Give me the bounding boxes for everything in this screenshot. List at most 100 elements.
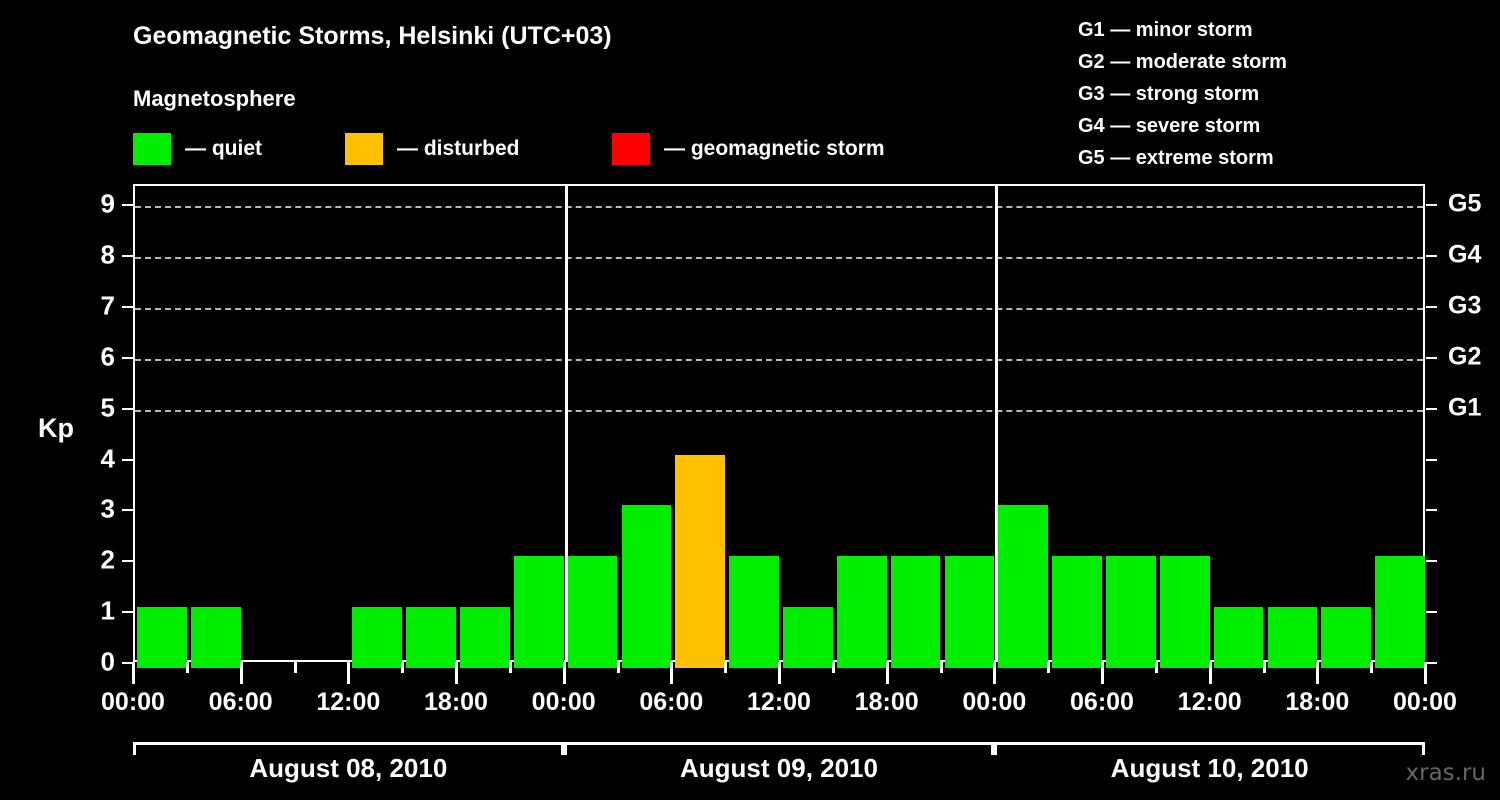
g-axis-tick-7 [1426,306,1437,309]
g-legend-row-g2: G2 — moderate storm [1078,51,1287,73]
y-tick-label-0: 0 [100,646,115,677]
bar [1267,607,1318,668]
x-axis-ticks [132,662,1427,688]
gridline-kp-9 [135,206,1423,209]
y-tick-mark-7 [122,306,133,309]
x-tick-label: 00:00 [101,688,165,716]
y-tick-mark-3 [122,509,133,512]
x-tick-label: 12:00 [316,688,381,716]
y-tick-mark-5 [122,407,133,410]
g-legend-row-g4: G4 — severe storm [1078,115,1261,137]
x-tick-minor [508,662,512,673]
x-tick-label: 00:00 [1393,688,1457,716]
bar [137,607,187,668]
legend-label-disturbed: — disturbed [397,137,520,160]
y-tick-mark-8 [122,255,133,258]
bar [729,556,779,668]
bar [836,556,887,668]
x-tick-minor [401,662,405,673]
legend-item-quiet: — quiet [133,133,262,165]
x-tick-major [993,662,997,684]
date-bracket [563,742,995,755]
bar [890,556,941,668]
x-tick-minor [939,662,943,673]
y-tick-label-1: 1 [100,595,115,626]
y-tick-mark-2 [122,560,133,563]
x-tick-label: 12:00 [1177,688,1242,716]
bar [1052,556,1102,668]
x-tick-minor [1154,662,1158,673]
gridline-kp-5 [135,409,1423,412]
legend-swatch-quiet [133,133,171,165]
bar [352,607,403,668]
g-axis-tick-3 [1426,509,1437,512]
g-axis-tick-4 [1426,458,1437,461]
x-tick-minor [724,662,728,673]
y-tick-label-6: 6 [100,341,115,372]
g-axis-tick-8 [1426,255,1437,258]
y-tick-mark-9 [122,204,133,207]
y-tick-label-9: 9 [100,188,115,219]
y-axis-title: Kp [38,413,74,443]
x-tick-major [778,662,781,684]
y-tick-mark-1 [122,611,133,614]
bar [190,607,241,668]
legend-label-quiet: — quiet [185,137,262,160]
x-tick-major [1316,662,1320,684]
y-tick-label-7: 7 [100,290,115,321]
x-tick-label: 00:00 [531,688,596,716]
g-axis-tick-6 [1426,356,1437,359]
date-label: August 09, 2010 [680,753,878,783]
bar [513,556,564,668]
bar [1213,607,1264,668]
x-tick-label: 18:00 [1285,688,1350,716]
g-axis-label-g1: G1 [1448,393,1482,422]
x-tick-label: 12:00 [747,688,811,716]
bar [406,607,456,668]
g-axis-label-g5: G5 [1448,189,1482,218]
g-axis-label-g2: G2 [1448,342,1482,371]
y-tick-label-2: 2 [100,544,115,575]
x-tick-label: 06:00 [1070,688,1134,716]
bar [460,607,510,668]
y-tick-label-5: 5 [100,392,115,423]
bar [1106,556,1156,668]
legend-item-disturbed: — disturbed [345,133,520,165]
x-tick-label: 06:00 [208,688,273,716]
bar [675,454,726,668]
g-axis-tick-2 [1426,560,1437,563]
y-tick-label-3: 3 [100,493,115,524]
bar [567,556,618,668]
bar [998,505,1049,668]
x-tick-major [1208,662,1212,684]
x-tick-major [239,662,243,684]
legend-swatch-geomagnetic-storm [612,133,650,165]
bar [1321,607,1372,668]
day-separator [564,184,568,662]
x-tick-major [1424,662,1427,684]
x-tick-minor [831,662,835,673]
y-tick-mark-6 [122,356,133,359]
date-bracket [133,742,564,755]
x-tick-major [1101,662,1104,684]
x-tick-minor [1370,662,1374,673]
x-tick-label: 18:00 [854,688,919,716]
date-bracket [994,742,1425,755]
g-axis-label-g4: G4 [1448,240,1482,269]
watermark: xras.ru [1405,760,1487,786]
x-tick-minor [1047,662,1051,673]
x-tick-major [132,662,135,684]
gridline-kp-6 [135,358,1423,361]
gridline-kp-7 [135,308,1423,311]
bar [783,607,833,668]
bar [621,505,672,668]
bar [1375,556,1425,668]
date-label: August 08, 2010 [249,753,448,783]
g-axis-tick-0 [1426,662,1437,664]
x-tick-major [885,662,889,684]
x-tick-major [455,662,458,684]
y-tick-label-8: 8 [100,239,115,270]
y-tick-mark-0 [122,662,133,664]
x-tick-major [347,662,351,684]
